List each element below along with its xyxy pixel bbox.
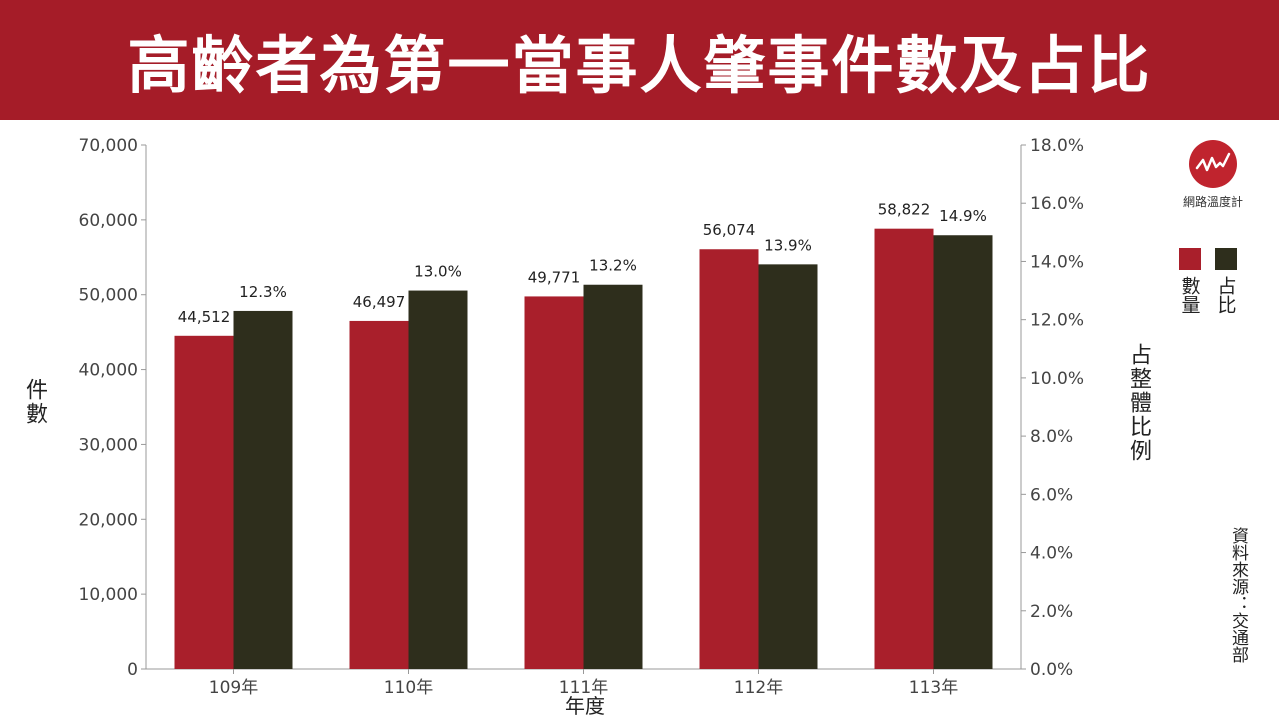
bar-share bbox=[758, 264, 818, 669]
x-tick-label: 110年 bbox=[384, 678, 433, 698]
bar-share bbox=[933, 235, 993, 669]
bar-count bbox=[174, 335, 234, 669]
x-axis-title: 年度 bbox=[565, 694, 605, 718]
y2-tick-label: 2.0% bbox=[1030, 602, 1073, 622]
data-label-count: 46,497 bbox=[353, 293, 406, 311]
source-note: 資料來源：交通部 bbox=[1228, 527, 1248, 663]
y-tick-label: 40,000 bbox=[79, 361, 138, 381]
bar-count bbox=[349, 320, 409, 669]
bar-count bbox=[524, 296, 584, 669]
logo: 網路溫度計 bbox=[1168, 140, 1258, 210]
legend-swatch-count bbox=[1179, 248, 1201, 270]
y-tick-label: 60,000 bbox=[79, 211, 138, 231]
bar-count bbox=[874, 228, 934, 670]
data-label-share: 13.0% bbox=[414, 263, 462, 281]
bar-count bbox=[699, 249, 759, 669]
y2-tick-label: 4.0% bbox=[1030, 544, 1073, 564]
bar-share bbox=[408, 290, 468, 669]
y2-tick-label: 10.0% bbox=[1030, 369, 1084, 389]
y-tick-label: 0 bbox=[127, 660, 138, 680]
legend-swatch-share bbox=[1215, 248, 1237, 270]
data-label-share: 13.9% bbox=[764, 236, 812, 254]
data-label-count: 58,822 bbox=[878, 201, 931, 219]
x-tick-label: 113年 bbox=[909, 678, 958, 698]
data-label-count: 44,512 bbox=[178, 308, 231, 326]
y-tick-label: 70,000 bbox=[79, 136, 138, 156]
logo-text: 網路溫度計 bbox=[1182, 195, 1243, 209]
y-tick-label: 30,000 bbox=[79, 435, 138, 455]
legend-label-share: 占比 bbox=[1214, 276, 1237, 314]
bar-share bbox=[233, 310, 293, 669]
legend-item-count: 數量 bbox=[1178, 248, 1202, 314]
y2-tick-label: 12.0% bbox=[1030, 311, 1084, 331]
y-tick-label: 10,000 bbox=[79, 585, 138, 605]
x-tick-label: 109年 bbox=[209, 678, 258, 698]
data-label-count: 49,771 bbox=[528, 268, 581, 286]
y-axis-title: 件數 bbox=[22, 378, 47, 426]
data-label-share: 12.3% bbox=[239, 283, 287, 301]
y-tick-label: 20,000 bbox=[79, 510, 138, 530]
y2-tick-label: 18.0% bbox=[1030, 136, 1084, 156]
title-banner: 高齡者為第一當事人肇事件數及占比 bbox=[0, 0, 1279, 120]
trend-line-icon bbox=[1189, 140, 1237, 188]
legend-label-count: 數量 bbox=[1178, 276, 1201, 314]
x-tick-label: 111年 bbox=[559, 678, 608, 698]
y2-tick-label: 6.0% bbox=[1030, 485, 1073, 505]
y2-tick-label: 16.0% bbox=[1030, 194, 1084, 214]
y2-tick-label: 14.0% bbox=[1030, 252, 1084, 272]
chart-title: 高齡者為第一當事人肇事件數及占比 bbox=[127, 29, 1152, 102]
x-tick-label: 112年 bbox=[734, 678, 783, 698]
data-label-count: 56,074 bbox=[703, 221, 756, 239]
y2-tick-label: 8.0% bbox=[1030, 427, 1073, 447]
legend: 數量 占比 bbox=[1178, 248, 1238, 314]
y-tick-label: 50,000 bbox=[79, 286, 138, 306]
data-label-share: 14.9% bbox=[939, 207, 987, 225]
data-label-share: 13.2% bbox=[589, 257, 637, 275]
bar-share bbox=[583, 284, 643, 669]
y2-axis-title: 占整體比例 bbox=[1126, 343, 1151, 463]
legend-item-share: 占比 bbox=[1214, 248, 1238, 314]
y2-tick-label: 0.0% bbox=[1030, 660, 1073, 680]
